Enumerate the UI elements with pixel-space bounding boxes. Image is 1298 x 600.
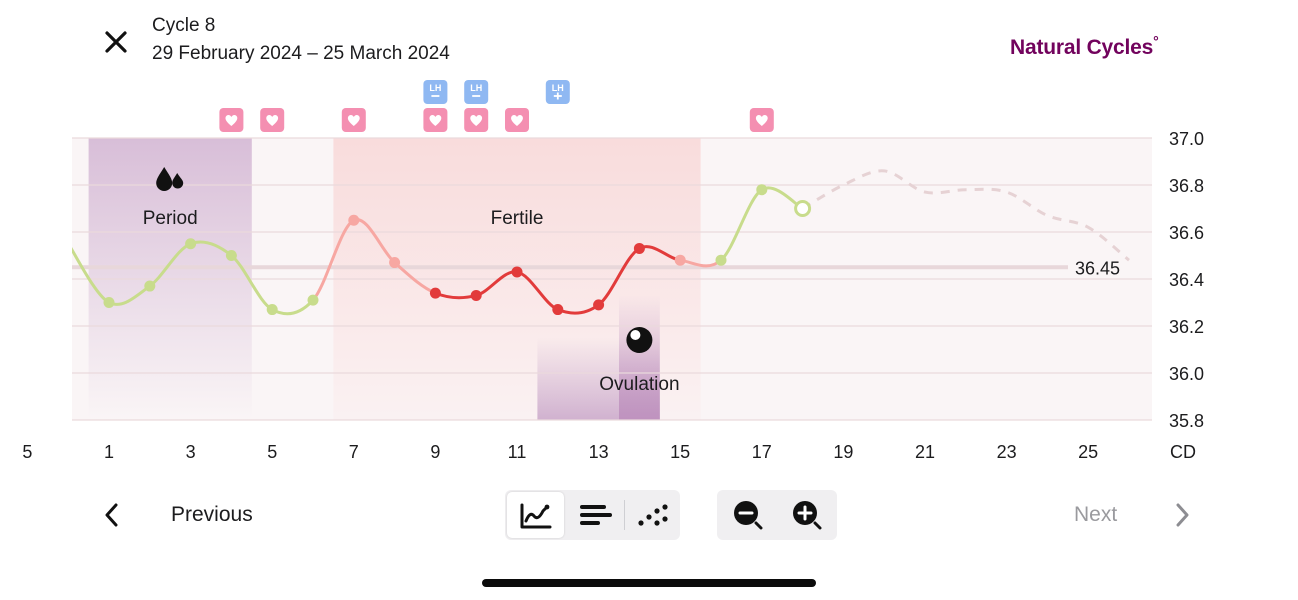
fertile-label: Fertile: [491, 208, 544, 229]
temperature-point: [144, 280, 156, 292]
temperature-point: [103, 297, 115, 308]
ovulation-day-band: [619, 295, 660, 420]
brand-name: Natural Cycles: [1010, 36, 1154, 59]
heart-icon: [219, 108, 244, 132]
x-tick-label: 19: [833, 442, 853, 462]
heart-icon: [341, 108, 366, 132]
previous-label[interactable]: Previous: [171, 503, 253, 526]
graph-view-button[interactable]: [507, 492, 564, 538]
temperature-point: [429, 287, 441, 299]
temperature-point: [511, 266, 523, 278]
lh-label: LH: [470, 83, 482, 93]
list-view-button[interactable]: [567, 492, 622, 538]
close-button[interactable]: [100, 26, 132, 58]
x-tick-label: 17: [752, 442, 772, 462]
temperature-point: [185, 238, 197, 250]
lh-test-icon: LH: [545, 80, 570, 104]
close-icon: [105, 31, 127, 53]
zoom-out-icon: [733, 501, 762, 530]
x-tick-label: 5: [22, 442, 32, 462]
x-tick-label: 7: [349, 442, 359, 462]
lh-label: LH: [552, 83, 564, 93]
x-tick-label: 23: [997, 442, 1017, 462]
lh-test-icon: LH: [464, 80, 489, 104]
x-tick-label: 25: [1078, 442, 1098, 462]
x-tick-label: 9: [430, 442, 440, 462]
x-tick-label: 5: [267, 442, 277, 462]
temperature-point: [552, 304, 564, 316]
period-label: Period: [143, 208, 198, 229]
temperature-point: [633, 242, 645, 254]
zoom-in-icon: [792, 501, 821, 530]
cover-line-label: 36.45: [1075, 258, 1120, 278]
y-tick-label: 36.0: [1169, 364, 1204, 384]
next-label[interactable]: Next: [1074, 503, 1118, 526]
temperature-point: [307, 294, 319, 306]
temperature-point: [674, 254, 686, 266]
list-icon: [579, 505, 612, 525]
temperature-point: [715, 254, 727, 266]
x-tick-label: 11: [508, 442, 527, 462]
cycle-dates: 29 February 2024 – 25 March 2024: [152, 43, 450, 64]
y-tick-label: 36.8: [1169, 176, 1204, 196]
temperature-point: [470, 289, 482, 301]
lh-label: LH: [429, 83, 441, 93]
today-point: [794, 200, 812, 217]
x-tick-label: 15: [670, 442, 690, 462]
next-cycle-button[interactable]: [1168, 500, 1196, 530]
chevron-right-icon: [1176, 503, 1189, 527]
x-tick-label: 1: [104, 442, 114, 462]
egg-icon: [626, 327, 653, 353]
heart-icon: [505, 108, 529, 132]
heart-icon: [423, 108, 448, 132]
zoom-in-button[interactable]: [778, 492, 835, 538]
prediction-line: [801, 169, 1130, 262]
y-tick-label: 36.6: [1169, 223, 1204, 243]
heart-icon: [749, 108, 774, 132]
temperature-point: [389, 257, 401, 269]
y-tick-label: 36.2: [1169, 317, 1204, 337]
heart-icon: [464, 108, 489, 132]
dots-icon: [637, 504, 668, 526]
y-tick-label: 36.4: [1169, 270, 1204, 290]
temperature-point: [225, 250, 237, 261]
brand-mark: °: [1153, 33, 1159, 49]
lh-test-icon: LH: [423, 80, 448, 104]
drops-icon: [156, 167, 184, 191]
y-tick-label: 35.8: [1169, 411, 1204, 431]
heart-icon: [260, 108, 285, 132]
zoom-controls: [717, 490, 837, 540]
temperature-point: [756, 184, 768, 196]
x-tick-label: 3: [186, 442, 196, 462]
home-indicator: [482, 579, 816, 587]
x-tick-label: 21: [915, 442, 935, 462]
brand-logo: Natural Cycles°: [1010, 33, 1159, 60]
y-tick-label: 37.0: [1169, 129, 1204, 149]
view-mode-switch: [505, 490, 680, 540]
previous-cycle-button[interactable]: [98, 500, 126, 530]
dots-view-button[interactable]: [625, 492, 680, 538]
chevron-left-icon: [105, 503, 118, 527]
graph-icon: [520, 503, 551, 529]
temperature-point: [266, 304, 278, 316]
x-axis-unit: CD: [1170, 442, 1196, 462]
seg-divider: [624, 500, 625, 530]
temperature-point: [348, 214, 360, 226]
zoom-out-button[interactable]: [719, 492, 776, 538]
x-tick-label: 13: [589, 442, 609, 462]
cycle-title: Cycle 8: [152, 15, 216, 36]
temperature-point: [593, 299, 605, 311]
temperature-chart[interactable]: Period Fertile Ovulation LH LH LH 37.0 36.8 36…: [0, 70, 1298, 470]
ovulation-label: Ovulation: [599, 374, 679, 395]
